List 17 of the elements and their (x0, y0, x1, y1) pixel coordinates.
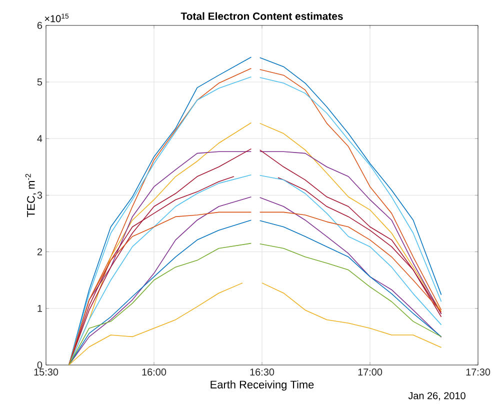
text: Jan 26, 2010 (408, 392, 466, 400)
y-axis-title: TEC, m$^{-2}$ (25, 174, 36, 218)
x-tick-label: 16:00 (142, 368, 166, 376)
text: ×10$^{15}$ (44, 14, 69, 22)
y-tick-label: 4 (37, 135, 42, 142)
x-axis-title: Earth Receiving Time (210, 380, 314, 391)
y-tick-label: 5 (37, 78, 42, 86)
x-tick-label: 17:00 (358, 368, 382, 376)
y-tick-label: 2 (37, 248, 42, 256)
x-tick-label: 15:30 (34, 368, 58, 376)
x-tick-label: 16:30 (250, 368, 274, 376)
y-tick-label: 3 (37, 192, 42, 199)
chart-title: Total Electron Content estimates (180, 12, 343, 20)
x-tick-label: 17:30 (466, 368, 490, 376)
y-tick-label: 6 (37, 22, 42, 29)
y-tick-label: 1 (38, 304, 42, 312)
y-tick-label: 0 (37, 361, 42, 369)
